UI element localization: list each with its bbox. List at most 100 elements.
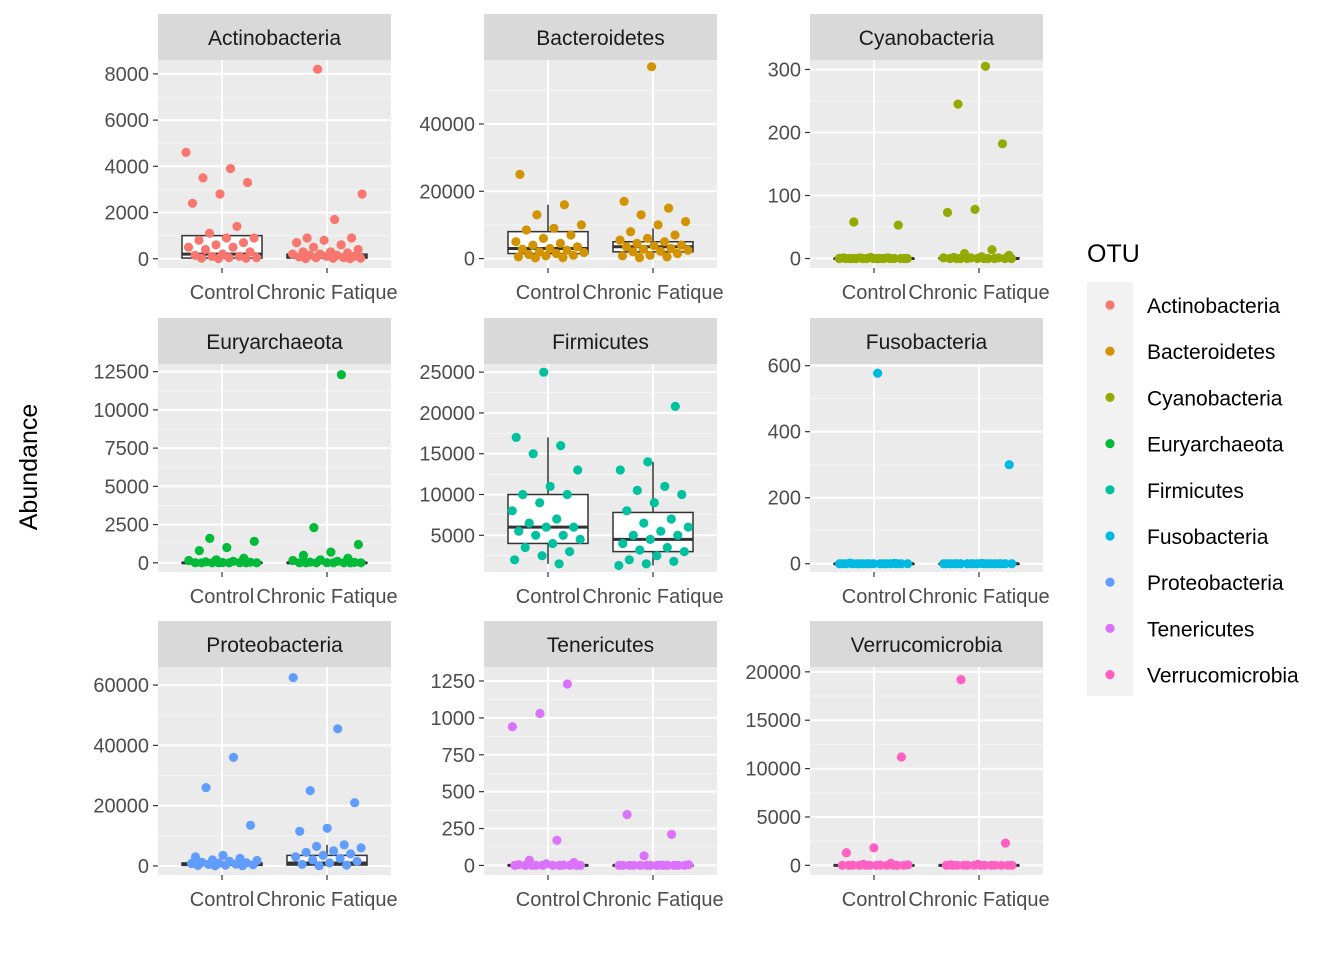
data-point bbox=[979, 559, 989, 569]
strip-firmicutes bbox=[484, 318, 717, 364]
data-point bbox=[875, 559, 885, 569]
y-tick-label: 600 bbox=[768, 356, 801, 378]
data-point bbox=[559, 200, 570, 210]
data-point bbox=[329, 846, 339, 856]
y-tick-label: 0 bbox=[464, 855, 475, 877]
data-point bbox=[639, 518, 649, 528]
data-point bbox=[680, 860, 690, 871]
y-tick-label: 200 bbox=[768, 122, 801, 144]
data-point bbox=[541, 251, 551, 261]
data-point bbox=[552, 514, 562, 524]
data-point bbox=[328, 253, 338, 263]
plot-background bbox=[158, 364, 391, 572]
x-tick-label: Chronic Fatique bbox=[256, 282, 397, 304]
data-point bbox=[357, 189, 367, 199]
y-tick-label: 20000 bbox=[745, 662, 801, 684]
x-tick-label: Control bbox=[516, 282, 580, 304]
y-tick-label: 5000 bbox=[757, 807, 802, 829]
data-point bbox=[841, 253, 851, 264]
data-point bbox=[576, 220, 587, 230]
data-point bbox=[622, 809, 632, 820]
data-point bbox=[302, 233, 312, 243]
data-point bbox=[667, 829, 677, 840]
data-point bbox=[573, 465, 583, 475]
y-tick-label: 10000 bbox=[93, 400, 149, 422]
data-point bbox=[659, 237, 670, 247]
data-point bbox=[520, 542, 530, 553]
legend-key bbox=[1105, 485, 1115, 495]
panel-verrucomicrobia: Verrucomicrobia 0 5000 10000 15000 20000 Contr… bbox=[745, 621, 1050, 911]
data-point bbox=[896, 752, 907, 762]
x-tick-label: Control bbox=[516, 889, 580, 911]
data-point bbox=[333, 724, 343, 734]
legend-item-fusobacteria: Fusobacteria bbox=[1105, 526, 1269, 549]
legend-key bbox=[1105, 346, 1115, 356]
data-point bbox=[509, 555, 520, 565]
data-point bbox=[614, 860, 624, 871]
data-point bbox=[528, 240, 538, 250]
data-point bbox=[356, 253, 366, 263]
data-point bbox=[514, 526, 524, 536]
data-point bbox=[643, 457, 653, 467]
data-point bbox=[569, 522, 579, 532]
data-point bbox=[868, 253, 878, 264]
x-tick-label: Chronic Fatique bbox=[256, 586, 397, 608]
data-point bbox=[328, 558, 338, 568]
y-tick-label: 0 bbox=[138, 856, 149, 878]
data-point bbox=[952, 559, 962, 569]
data-point bbox=[854, 860, 864, 870]
x-tick-label: Chronic Fatique bbox=[582, 586, 723, 608]
data-point bbox=[345, 558, 355, 568]
data-point bbox=[220, 860, 231, 870]
data-point bbox=[892, 559, 902, 569]
y-tick-label: 1000 bbox=[431, 708, 476, 730]
data-point bbox=[507, 722, 517, 732]
data-point bbox=[207, 558, 217, 568]
data-point bbox=[854, 559, 864, 569]
data-point bbox=[941, 860, 952, 870]
data-point bbox=[201, 783, 211, 793]
data-point bbox=[353, 539, 363, 550]
y-tick-label: 5000 bbox=[105, 476, 150, 498]
y-tick-label: 400 bbox=[768, 422, 801, 444]
data-point bbox=[614, 560, 624, 571]
data-point bbox=[662, 542, 672, 553]
legend-label: Euryarchaeota bbox=[1147, 434, 1284, 457]
x-tick-label: Chronic Fatique bbox=[582, 282, 723, 304]
data-point bbox=[295, 826, 305, 836]
data-point bbox=[969, 860, 979, 870]
data-point bbox=[545, 481, 555, 491]
data-point bbox=[298, 550, 308, 560]
box-iqr bbox=[507, 493, 589, 545]
data-point bbox=[510, 860, 520, 871]
data-point bbox=[245, 820, 256, 830]
data-point bbox=[222, 542, 232, 553]
data-point bbox=[647, 62, 657, 72]
data-point bbox=[645, 534, 655, 545]
data-point bbox=[181, 147, 191, 157]
strip-tenericutes bbox=[484, 621, 717, 667]
data-point bbox=[996, 860, 1007, 870]
legend-label: Firmicutes bbox=[1147, 480, 1244, 503]
data-point bbox=[652, 551, 662, 561]
data-point bbox=[632, 238, 642, 248]
data-point bbox=[511, 432, 521, 442]
data-point bbox=[847, 253, 857, 264]
data-point bbox=[565, 860, 575, 871]
data-point bbox=[325, 858, 335, 868]
data-point bbox=[672, 248, 683, 259]
data-point bbox=[844, 860, 854, 870]
data-point bbox=[638, 244, 649, 254]
data-point bbox=[242, 177, 253, 188]
data-point bbox=[205, 533, 215, 544]
data-point bbox=[305, 786, 315, 796]
data-point bbox=[1006, 253, 1017, 264]
data-point bbox=[190, 852, 201, 862]
data-point bbox=[893, 220, 903, 230]
data-point bbox=[345, 253, 355, 264]
x-tick-label: Control bbox=[842, 586, 906, 608]
data-point bbox=[969, 559, 979, 569]
data-point bbox=[641, 559, 651, 569]
box-control bbox=[507, 437, 589, 564]
